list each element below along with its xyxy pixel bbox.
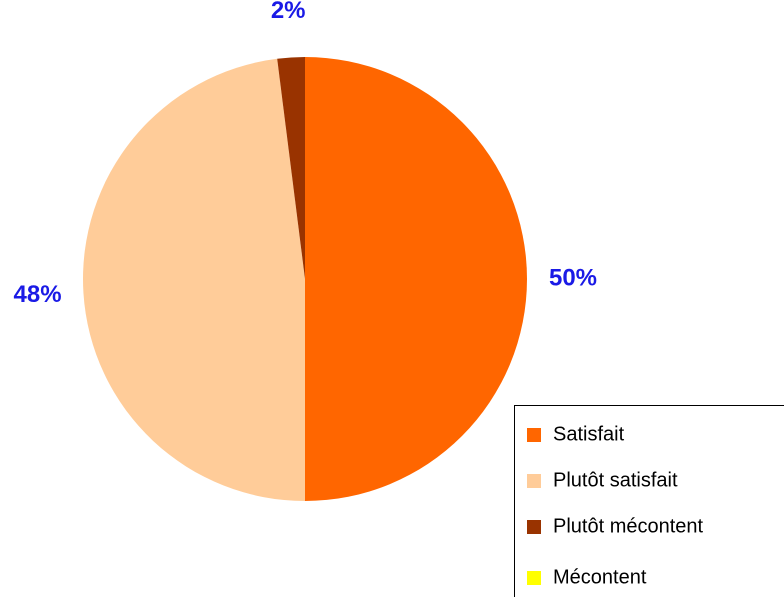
legend-swatch — [527, 571, 541, 585]
pie-slice — [82, 58, 306, 501]
legend-swatch — [527, 520, 541, 534]
legend-label: Plutôt mécontent — [553, 515, 704, 537]
data-labels: 50% 48% 2% — [14, 0, 598, 308]
data-label: 48% — [14, 281, 62, 308]
legend-box — [514, 405, 784, 597]
legend-swatch — [527, 428, 541, 442]
pie-slice — [305, 57, 527, 501]
data-label: 2% — [271, 0, 306, 24]
legend-label: Satisfait — [553, 423, 625, 445]
data-label: 50% — [549, 264, 597, 291]
legend-swatch — [527, 474, 541, 488]
legend-label: Mécontent — [553, 566, 647, 588]
legend-label: Plutôt satisfait — [553, 469, 678, 491]
pie-slice — [277, 57, 305, 279]
legend: Satisfait Plutôt satisfait Plutôt méconten… — [527, 423, 704, 588]
pie — [82, 57, 527, 501]
